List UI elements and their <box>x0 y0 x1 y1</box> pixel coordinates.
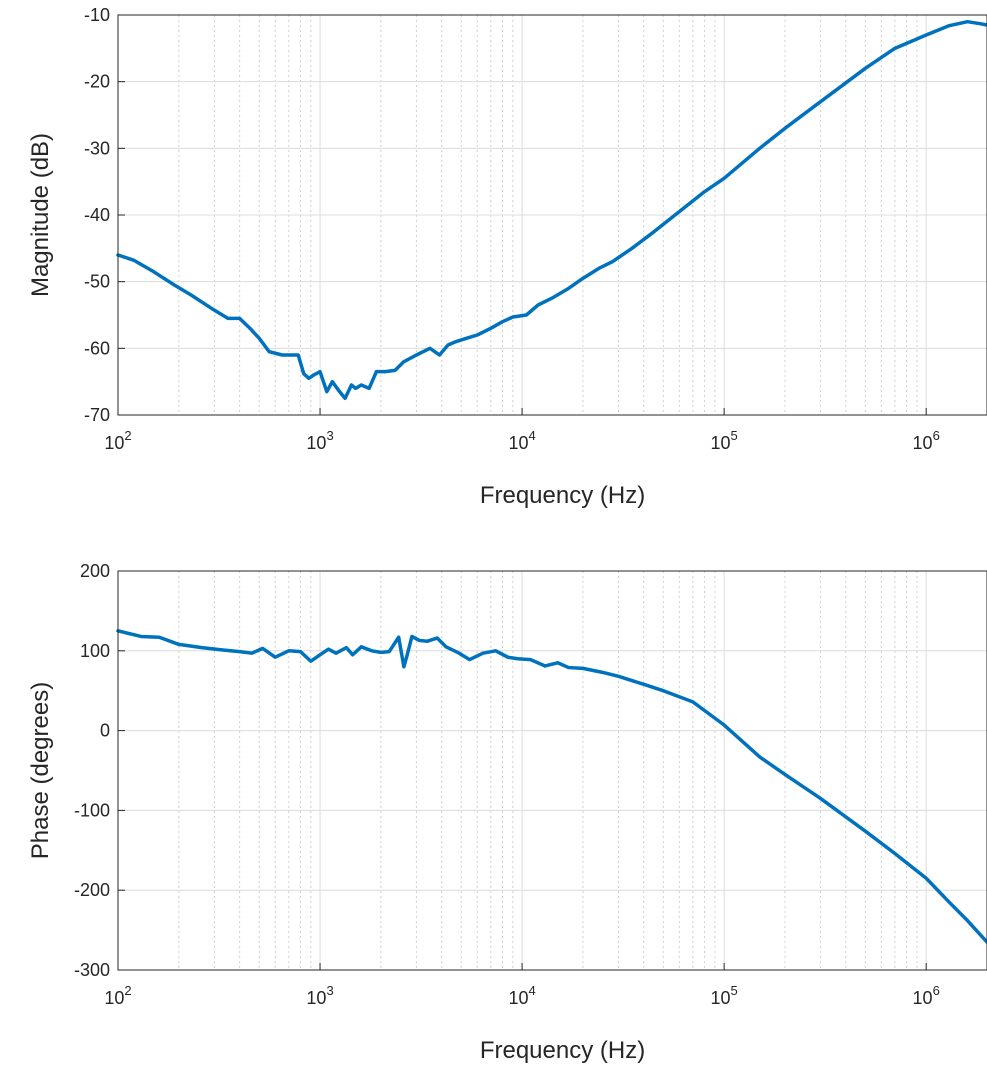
phase-x-tick-label: 106 <box>913 983 940 1008</box>
magnitude-series-line <box>116 19 987 401</box>
magnitude-y-tick-label: -30 <box>84 138 110 158</box>
magnitude-y-axis-label: Magnitude (dB) <box>27 133 54 297</box>
phase-y-axis-label: Phase (degrees) <box>27 682 54 859</box>
phase-y-tick-label: 200 <box>80 561 110 581</box>
magnitude-y-tick-label: -40 <box>84 205 110 225</box>
x-tick-base: 10 <box>913 988 933 1008</box>
magnitude-y-tick-label: -50 <box>84 272 110 292</box>
phase-x-tick-label: 103 <box>306 983 333 1008</box>
x-tick-exponent: 3 <box>326 983 333 998</box>
phase-x-axis-label: Frequency (Hz) <box>480 1037 645 1064</box>
magnitude-y-tick-label: -60 <box>84 338 110 358</box>
magnitude-x-tick-label: 105 <box>711 428 738 453</box>
x-tick-exponent: 4 <box>528 983 535 998</box>
phase-plot-area <box>118 571 987 970</box>
x-tick-base: 10 <box>306 433 326 453</box>
x-tick-base: 10 <box>104 433 124 453</box>
phase-x-tick-label: 104 <box>508 983 535 1008</box>
phase-axes-box <box>117 570 987 971</box>
x-tick-exponent: 5 <box>731 428 738 443</box>
phase-x-tick-label: 102 <box>104 983 131 1008</box>
x-tick-exponent: 2 <box>124 428 131 443</box>
phase-y-tick-label: 0 <box>100 721 110 741</box>
magnitude-x-axis-label: Frequency (Hz) <box>480 482 645 509</box>
magnitude-y-tick-label: -20 <box>84 72 110 92</box>
phase-y-tick-label: -100 <box>74 800 110 820</box>
x-tick-exponent: 6 <box>933 983 940 998</box>
x-tick-exponent: 3 <box>326 428 333 443</box>
x-tick-base: 10 <box>104 988 124 1008</box>
x-tick-base: 10 <box>913 433 933 453</box>
x-tick-base: 10 <box>306 988 326 1008</box>
magnitude-x-tick-label: 104 <box>508 428 535 453</box>
x-tick-base: 10 <box>508 988 528 1008</box>
x-tick-exponent: 2 <box>124 983 131 998</box>
magnitude-x-tick-label: 102 <box>104 428 131 453</box>
x-tick-exponent: 4 <box>528 428 535 443</box>
phase-series-line <box>116 629 987 944</box>
magnitude-y-tick-label: -10 <box>84 5 110 25</box>
phase-y-tick-label: -300 <box>74 960 110 980</box>
x-tick-base: 10 <box>711 988 731 1008</box>
x-tick-exponent: 5 <box>731 983 738 998</box>
magnitude-y-tick-label: -70 <box>84 405 110 425</box>
x-tick-exponent: 6 <box>933 428 940 443</box>
x-tick-base: 10 <box>711 433 731 453</box>
phase-y-tick-label: -200 <box>74 880 110 900</box>
phase-x-tick-label: 105 <box>711 983 738 1008</box>
x-tick-base: 10 <box>508 433 528 453</box>
magnitude-x-tick-label: 103 <box>306 428 333 453</box>
magnitude-x-tick-label: 106 <box>913 428 940 453</box>
phase-y-tick-label: 100 <box>80 641 110 661</box>
